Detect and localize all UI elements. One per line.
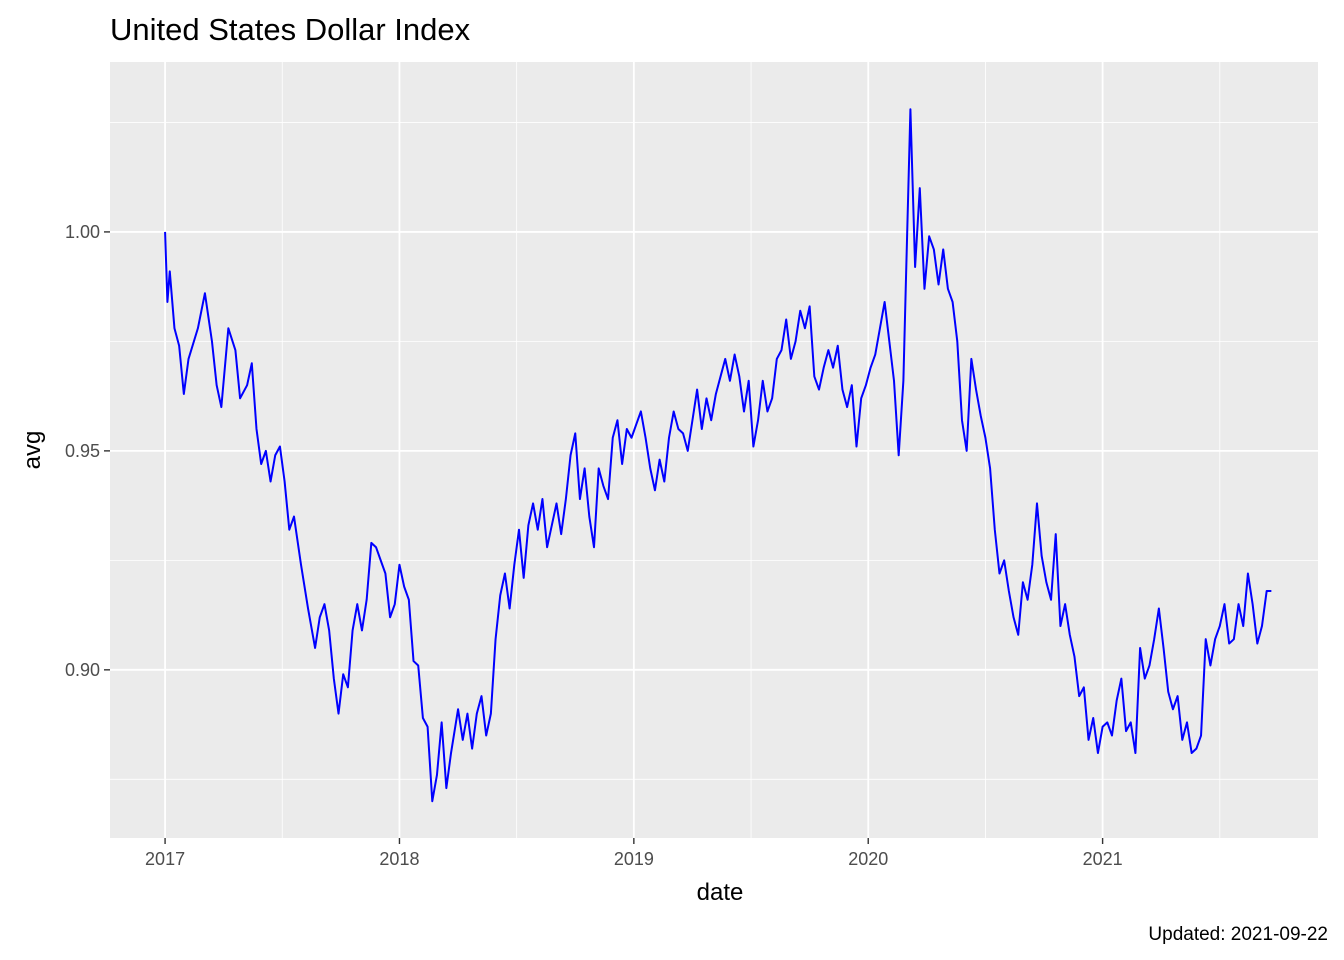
y-tick-label: 0.90 xyxy=(65,660,100,680)
y-axis-title: avg xyxy=(19,431,46,470)
x-tick-label: 2018 xyxy=(379,849,419,869)
data-line xyxy=(164,108,1272,803)
chart-title: United States Dollar Index xyxy=(110,12,471,47)
x-tick-label: 2021 xyxy=(1083,849,1123,869)
caption: Updated: 2021-09-22 xyxy=(1148,924,1328,945)
y-tick-label: 1.00 xyxy=(65,222,100,242)
x-tick-label: 2020 xyxy=(848,849,888,869)
x-tick-label: 2019 xyxy=(614,849,654,869)
y-tick-label: 0.95 xyxy=(65,441,100,461)
x-tick-label: 2017 xyxy=(145,849,185,869)
x-axis-title: date xyxy=(697,879,744,906)
